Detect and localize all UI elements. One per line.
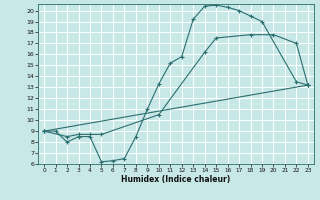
- X-axis label: Humidex (Indice chaleur): Humidex (Indice chaleur): [121, 175, 231, 184]
